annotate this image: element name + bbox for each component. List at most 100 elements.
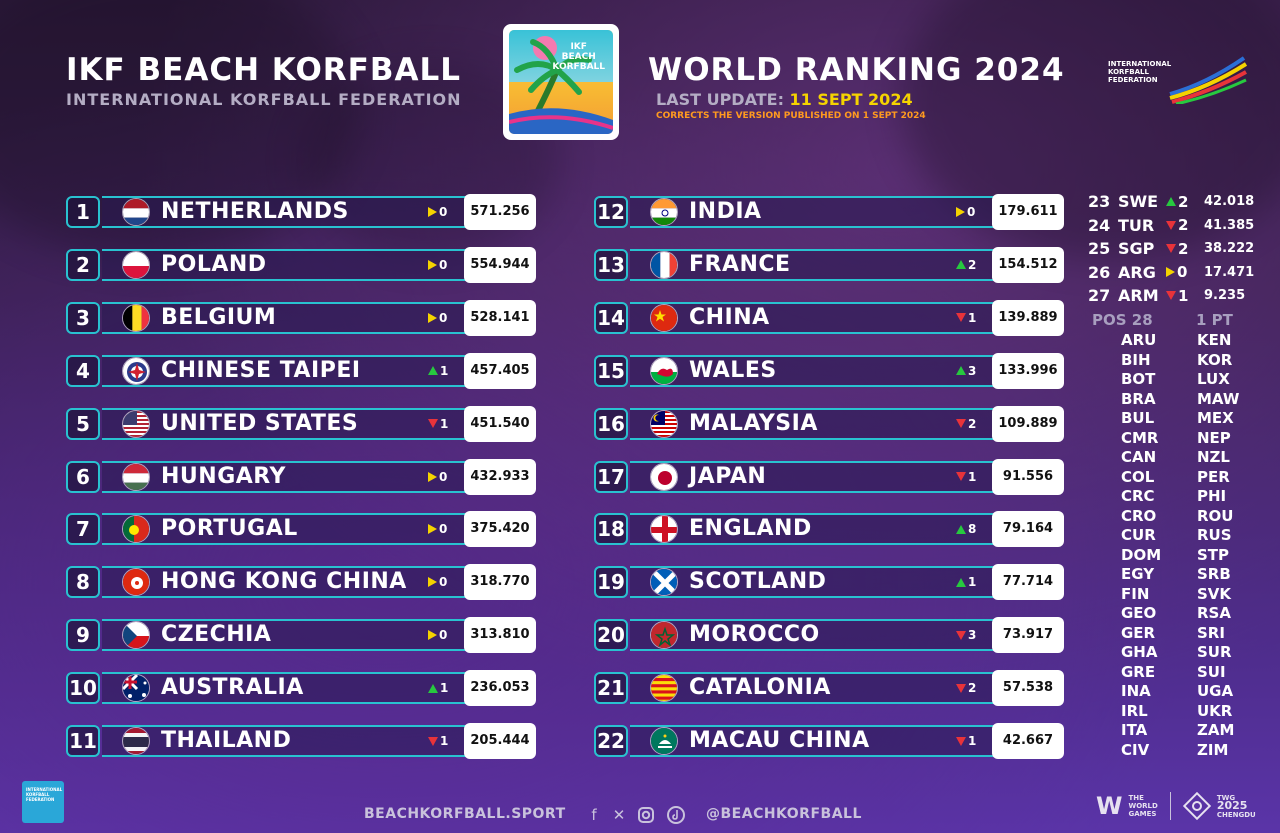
rank-change: 3 xyxy=(956,362,976,380)
country-code: GER xyxy=(1121,623,1156,642)
country-code: CRO xyxy=(1121,506,1157,525)
rank-change-value: 0 xyxy=(967,205,976,219)
country-code: STP xyxy=(1197,545,1230,564)
country-code: SVK xyxy=(1197,584,1232,603)
poland-flag-icon xyxy=(122,250,150,279)
rank-change: 1 xyxy=(428,362,448,380)
side-rank-change: 2 xyxy=(1166,216,1204,234)
pos28-label: POS 28 xyxy=(1092,311,1153,329)
rank-position: 18 xyxy=(594,513,628,546)
ranking-row-bar xyxy=(102,301,532,334)
rank-position: 1 xyxy=(66,196,100,228)
rank-change-value: 0 xyxy=(439,469,448,484)
rank-position: 8 xyxy=(66,566,100,599)
tiktok-icon[interactable] xyxy=(666,805,686,825)
country-code: ZIM xyxy=(1197,740,1229,759)
social-handle[interactable]: @BEACHKORFBALL xyxy=(706,806,862,822)
chengdu-text: TWG 2025 CHENGDU xyxy=(1217,794,1256,819)
side-ranking-row: 24 TUR 2 41.385 xyxy=(1088,214,1268,238)
last-update-value: 11 SEPT 2024 xyxy=(789,90,913,109)
side-ranking-points: 17.471 xyxy=(1204,264,1255,280)
country-code: CIV xyxy=(1121,740,1150,759)
rank-change-value: 1 xyxy=(440,734,449,748)
ranking-row: 14 CHINA 1 139.889 xyxy=(594,299,1064,336)
ranking-row: 3 BELGIUM 0 528.141 xyxy=(66,299,536,336)
ranking-points: 79.164 xyxy=(992,511,1064,548)
website-link[interactable]: BEACHKORFBALL.SPORT xyxy=(364,806,566,822)
arrow-right-icon xyxy=(1166,267,1175,278)
country-code: NEP xyxy=(1197,428,1231,447)
side-country-code: TUR xyxy=(1118,215,1155,235)
arrow-down-icon xyxy=(956,630,966,640)
rank-change: 2 xyxy=(956,256,976,274)
x-icon[interactable]: ✕ xyxy=(612,806,626,824)
side-rank-change-value: 2 xyxy=(1178,216,1189,235)
country-code: GRE xyxy=(1121,662,1156,681)
rank-change: 1 xyxy=(956,732,976,750)
country-code: SRB xyxy=(1197,565,1231,583)
england-flag-icon xyxy=(650,515,678,544)
ikf-swoosh-icon xyxy=(1169,56,1248,104)
ranking-row: 1 NETHERLANDS 0 571.256 xyxy=(66,194,536,230)
facebook-icon[interactable]: f xyxy=(591,806,597,824)
world-games-logo: W THE WORLD GAMES TWG 2025 CHENGDU xyxy=(1096,792,1256,820)
czechia-flag-icon xyxy=(122,621,150,650)
arrow-down-icon xyxy=(1166,244,1176,254)
belgium-flag-icon xyxy=(122,303,150,332)
united-states-flag-icon xyxy=(122,409,150,438)
country-code: PHI xyxy=(1197,487,1227,505)
country-name: PORTUGAL xyxy=(161,516,298,542)
rank-change: 1 xyxy=(428,732,448,750)
side-country-code: SGP xyxy=(1118,239,1155,259)
side-rank-position: 23 xyxy=(1088,192,1111,212)
footer: BEACHKORFBALL.SPORT f ✕ @BEACHKORFBALL xyxy=(0,800,1280,833)
hungary-flag-icon xyxy=(122,462,150,491)
arrow-up-icon xyxy=(956,524,966,534)
country-code: GEO xyxy=(1121,604,1157,622)
ranking-points: 236.053 xyxy=(464,670,536,707)
country-code: RUS xyxy=(1197,526,1232,544)
country-name: UNITED STATES xyxy=(161,410,359,436)
arrow-down-icon xyxy=(956,683,966,693)
side-rank-change-value: 0 xyxy=(1177,263,1188,282)
france-flag-icon xyxy=(650,250,678,279)
side-country-code: ARG xyxy=(1118,262,1156,282)
country-name: MACAU CHINA xyxy=(689,728,870,753)
japan-flag-icon xyxy=(650,462,678,491)
beach-korfball-logo-art: IKF BEACH KORFBALL xyxy=(509,30,613,134)
rank-position: 5 xyxy=(66,407,100,440)
ranking-points: 451.540 xyxy=(464,405,536,442)
arrow-down-icon xyxy=(428,736,438,746)
rank-change-value: 0 xyxy=(439,575,448,590)
rank-change-value: 2 xyxy=(968,257,977,272)
country-name: ENGLAND xyxy=(689,516,812,542)
malaysia-flag-icon xyxy=(650,409,678,438)
ranking-row: 5 UNITED STATES 1 451.540 xyxy=(66,405,536,442)
ikf-small-logo-text: INTERNATIONAL KORFBALL FEDERATION xyxy=(26,787,63,802)
rank-change-value: 2 xyxy=(968,416,977,431)
country-code: ROU xyxy=(1197,506,1234,525)
ranking-points: 528.141 xyxy=(464,299,536,336)
ranking-row-bar xyxy=(630,354,1060,387)
rank-position: 11 xyxy=(66,725,100,757)
rank-change: 8 xyxy=(956,520,976,538)
rank-change-value: 1 xyxy=(440,681,449,696)
ranking-row: 8 HONG KONG CHINA 0 318.770 xyxy=(66,564,536,601)
arrow-right-icon xyxy=(428,524,437,535)
rank-change: 1 xyxy=(428,415,448,433)
ranking-points: 554.944 xyxy=(464,246,536,283)
ranking-row-bar xyxy=(102,248,532,281)
arrow-right-icon xyxy=(428,577,437,588)
thailand-flag-icon xyxy=(122,727,150,755)
logo-text-line: BEACH xyxy=(561,52,596,62)
chengdu-emblem-icon xyxy=(1182,792,1211,820)
world-games-icon: W xyxy=(1096,792,1123,820)
side-ranking-row: 25 SGP 2 38.222 xyxy=(1088,237,1268,261)
side-rank-change: 2 xyxy=(1166,193,1204,211)
ranking-points: 133.996 xyxy=(992,352,1064,389)
beach-korfball-logo: IKF BEACH KORFBALL xyxy=(503,24,619,140)
instagram-icon[interactable] xyxy=(636,805,656,825)
rank-change: 2 xyxy=(956,679,976,697)
rank-change-value: 2 xyxy=(968,681,977,696)
country-code: ARU xyxy=(1121,331,1157,349)
